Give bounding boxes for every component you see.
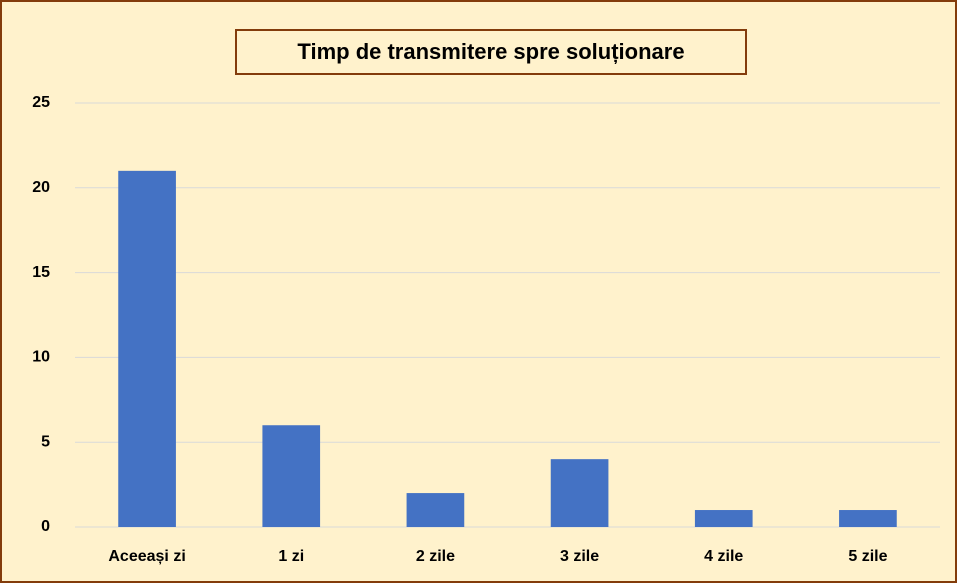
y-tick-label: 0 bbox=[41, 518, 50, 535]
y-tick-label: 5 bbox=[41, 433, 50, 450]
bar bbox=[262, 425, 321, 527]
bar bbox=[550, 459, 609, 527]
x-tick-label: 2 zile bbox=[416, 548, 455, 565]
x-tick-label: Aceeași zi bbox=[108, 548, 185, 565]
bar bbox=[839, 510, 897, 527]
y-tick-label: 10 bbox=[32, 349, 50, 366]
y-tick-label: 25 bbox=[32, 94, 50, 111]
bar bbox=[406, 493, 465, 527]
bar bbox=[694, 510, 753, 527]
x-tick-label: 5 zile bbox=[848, 548, 887, 565]
x-tick-label: 3 zile bbox=[560, 548, 599, 565]
bar bbox=[118, 170, 176, 527]
y-tick-label: 20 bbox=[32, 179, 50, 196]
y-tick-label: 15 bbox=[32, 264, 50, 281]
title-box bbox=[235, 29, 747, 75]
x-tick-label: 1 zi bbox=[278, 548, 304, 565]
chart-title: Timp de transmitere spre soluționare bbox=[297, 39, 684, 64]
x-tick-label: 4 zile bbox=[704, 548, 743, 565]
